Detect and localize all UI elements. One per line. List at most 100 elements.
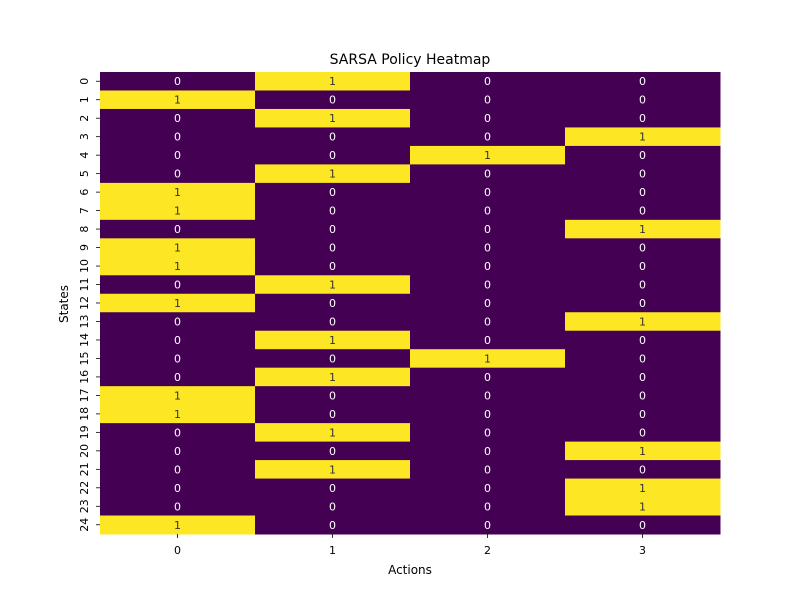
heatmap-cell: [100, 349, 256, 369]
cell-value-label: 1: [329, 463, 336, 476]
heatmap-cell: [565, 330, 721, 350]
heatmap-cell: [255, 127, 411, 147]
cell-value-label: 0: [639, 205, 646, 218]
heatmap-cell: [100, 127, 256, 147]
cell-value-label: 0: [484, 315, 491, 328]
heatmap-cell: [565, 423, 721, 443]
heatmap-cell: [565, 256, 721, 276]
heatmap-cell: [410, 404, 566, 424]
heatmap-cell: [565, 127, 721, 147]
heatmap-cell: [100, 108, 256, 128]
cell-value-label: 0: [639, 242, 646, 255]
heatmap-cell: [100, 386, 256, 406]
heatmap-cell: [255, 497, 411, 517]
heatmap-cell: [255, 312, 411, 332]
cell-value-label: 0: [639, 371, 646, 384]
y-tick-label: 15: [78, 351, 91, 365]
y-tick-label: 23: [78, 499, 91, 513]
y-tick-label: 12: [78, 296, 91, 310]
x-axis-label: Actions: [388, 563, 432, 577]
cell-value-label: 0: [174, 426, 181, 439]
cell-value-label: 0: [639, 112, 646, 125]
heatmap-cell: [100, 478, 256, 498]
heatmap-cell: [255, 349, 411, 369]
cell-value-label: 0: [639, 334, 646, 347]
cell-value-label: 0: [484, 168, 491, 181]
heatmap-cell: [410, 90, 566, 110]
cell-value-label: 1: [174, 297, 181, 310]
cell-value-label: 0: [329, 389, 336, 402]
heatmap-cell: [410, 441, 566, 461]
heatmap-cell: [565, 219, 721, 239]
heatmap-cell: [255, 72, 411, 91]
cell-value-label: 0: [639, 260, 646, 273]
cell-value-label: 0: [484, 482, 491, 495]
cell-value-label: 1: [639, 445, 646, 458]
heatmap-cell: [100, 312, 256, 332]
cell-value-label: 1: [639, 131, 646, 144]
heatmap-cell: [410, 182, 566, 202]
heatmap-cell: [100, 497, 256, 517]
y-tick-label: 4: [78, 152, 91, 159]
y-tick-label: 21: [78, 462, 91, 476]
heatmap-cell: [100, 423, 256, 443]
heatmap-cell: [410, 386, 566, 406]
cell-value-label: 1: [174, 260, 181, 273]
cell-value-label: 1: [639, 500, 646, 513]
y-tick-label: 18: [78, 407, 91, 421]
heatmap-cell: [565, 145, 721, 165]
cell-value-label: 0: [639, 519, 646, 532]
cell-value-label: 1: [329, 371, 336, 384]
cell-value-label: 1: [639, 482, 646, 495]
cell-value-label: 0: [329, 445, 336, 458]
y-tick-label: 2: [78, 115, 91, 122]
heatmap-cell: [565, 441, 721, 461]
y-tick-label: 6: [78, 189, 91, 196]
cell-value-label: 0: [329, 242, 336, 255]
cell-value-label: 1: [329, 168, 336, 181]
cell-value-label: 0: [639, 352, 646, 365]
y-tick-label: 9: [78, 244, 91, 251]
heatmap-cell: [100, 515, 256, 535]
cell-value-label: 0: [484, 463, 491, 476]
cell-value-label: 0: [484, 334, 491, 347]
heatmap-cell: [255, 256, 411, 276]
cell-value-label: 0: [329, 149, 336, 162]
cell-value-label: 0: [174, 75, 181, 88]
heatmap-cell: [410, 460, 566, 480]
heatmap-cell: [255, 164, 411, 184]
cell-value-label: 1: [174, 205, 181, 218]
heatmap-cells: [100, 72, 721, 535]
heatmap-cell: [255, 330, 411, 350]
heatmap-cell: [255, 293, 411, 313]
heatmap-cell: [410, 275, 566, 295]
heatmap-cell: [255, 145, 411, 165]
cell-value-label: 0: [174, 445, 181, 458]
heatmap-cell: [410, 478, 566, 498]
heatmap-cell: [255, 90, 411, 110]
y-tick-label: 3: [78, 133, 91, 140]
heatmap-cell: [410, 201, 566, 221]
heatmap-cell: [100, 164, 256, 184]
cell-value-label: 0: [329, 223, 336, 236]
cell-value-label: 0: [484, 500, 491, 513]
heatmap-cell: [100, 219, 256, 239]
heatmap-cell: [100, 90, 256, 110]
cell-value-label: 0: [484, 445, 491, 458]
cell-value-label: 1: [174, 519, 181, 532]
cell-value-label: 0: [484, 94, 491, 107]
cell-value-label: 0: [484, 426, 491, 439]
x-tick-label: 1: [329, 544, 336, 557]
y-tick-label: 8: [78, 226, 91, 233]
heatmap-cell: [410, 515, 566, 535]
cell-value-label: 1: [484, 352, 491, 365]
heatmap-cell: [100, 404, 256, 424]
cell-value-label: 0: [174, 371, 181, 384]
heatmap-cell: [565, 275, 721, 295]
heatmap-cell: [410, 312, 566, 332]
cell-value-label: 0: [639, 463, 646, 476]
cell-value-label: 0: [484, 131, 491, 144]
cell-value-label: 0: [329, 131, 336, 144]
